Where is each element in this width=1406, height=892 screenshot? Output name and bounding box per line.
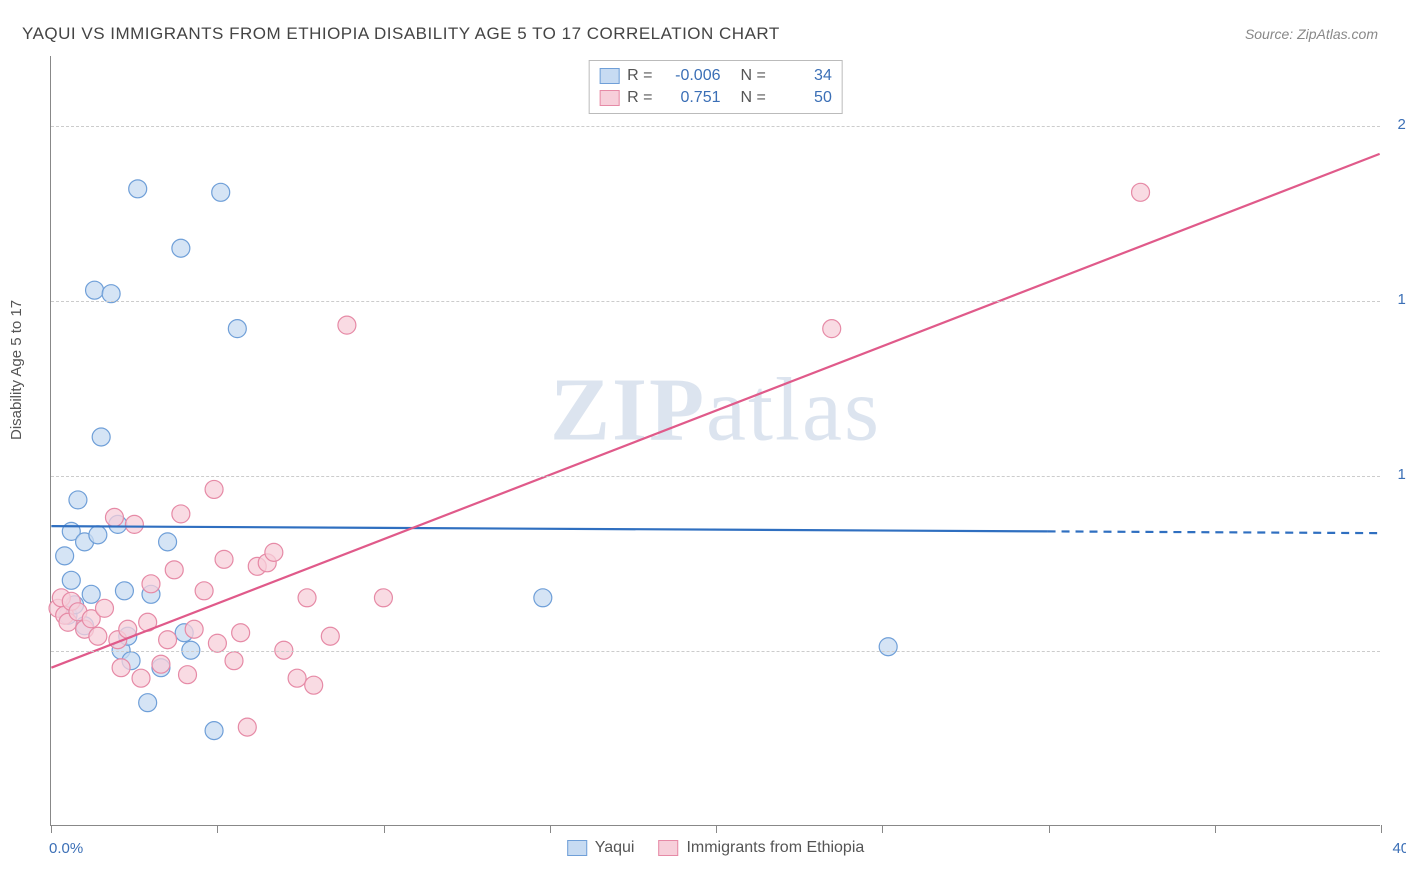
data-point (172, 239, 190, 257)
data-point (1132, 183, 1150, 201)
data-point (96, 599, 114, 617)
x-tick (384, 825, 385, 833)
data-point (305, 676, 323, 694)
data-point (195, 582, 213, 600)
chart-area: ZIPatlas R =-0.006N =34R =0.751N =50 Yaq… (50, 56, 1380, 826)
gridline (51, 651, 1380, 652)
y-tick-label: 5.0% (1385, 641, 1406, 658)
legend-item: Immigrants from Ethiopia (658, 839, 864, 857)
data-point (288, 669, 306, 687)
data-point (129, 180, 147, 198)
x-tick (217, 825, 218, 833)
data-point (132, 669, 150, 687)
data-point (321, 627, 339, 645)
legend-label: Immigrants from Ethiopia (686, 839, 864, 857)
data-point (208, 634, 226, 652)
data-point (62, 571, 80, 589)
y-tick-label: 10.0% (1385, 466, 1406, 483)
data-point (225, 652, 243, 670)
data-point (139, 694, 157, 712)
data-point (374, 589, 392, 607)
data-point (92, 428, 110, 446)
gridline (51, 476, 1380, 477)
data-point (112, 659, 130, 677)
regression-line-dashed (1048, 531, 1380, 533)
scatter-plot (51, 56, 1380, 825)
page-title: YAQUI VS IMMIGRANTS FROM ETHIOPIA DISABI… (22, 24, 780, 44)
data-point (215, 550, 233, 568)
data-point (534, 589, 552, 607)
data-point (298, 589, 316, 607)
data-point (228, 320, 246, 338)
x-tick (716, 825, 717, 833)
data-point (142, 575, 160, 593)
data-point (102, 285, 120, 303)
regression-line (51, 154, 1379, 668)
data-point (172, 505, 190, 523)
data-point (879, 638, 897, 656)
data-point (205, 480, 223, 498)
data-point (205, 722, 223, 740)
data-point (159, 631, 177, 649)
data-point (86, 281, 104, 299)
x-tick-label: 0.0% (49, 840, 83, 857)
data-point (89, 627, 107, 645)
x-tick (1381, 825, 1382, 833)
x-tick-label: 40.0% (1392, 840, 1406, 857)
x-tick (882, 825, 883, 833)
data-point (823, 320, 841, 338)
gridline (51, 126, 1380, 127)
data-point (212, 183, 230, 201)
gridline (51, 301, 1380, 302)
data-point (165, 561, 183, 579)
data-point (152, 655, 170, 673)
x-tick (550, 825, 551, 833)
data-point (82, 585, 100, 603)
data-point (338, 316, 356, 334)
legend-swatch (567, 840, 587, 856)
legend-item: Yaqui (567, 839, 635, 857)
y-tick-label: 15.0% (1385, 291, 1406, 308)
data-point (125, 515, 143, 533)
source-label: Source: ZipAtlas.com (1245, 26, 1378, 42)
data-point (105, 508, 123, 526)
data-point (232, 624, 250, 642)
regression-line (51, 526, 1047, 531)
x-tick (1215, 825, 1216, 833)
x-tick (51, 825, 52, 833)
x-tick (1049, 825, 1050, 833)
y-tick-label: 20.0% (1385, 116, 1406, 133)
legend-label: Yaqui (595, 839, 635, 857)
data-point (89, 526, 107, 544)
data-point (185, 620, 203, 638)
data-point (56, 547, 74, 565)
data-point (159, 533, 177, 551)
data-point (115, 582, 133, 600)
data-point (238, 718, 256, 736)
data-point (69, 491, 87, 509)
data-point (179, 666, 197, 684)
legend-series: Yaqui Immigrants from Ethiopia (567, 839, 865, 857)
data-point (265, 543, 283, 561)
legend-swatch (658, 840, 678, 856)
y-axis-label: Disability Age 5 to 17 (8, 300, 25, 440)
